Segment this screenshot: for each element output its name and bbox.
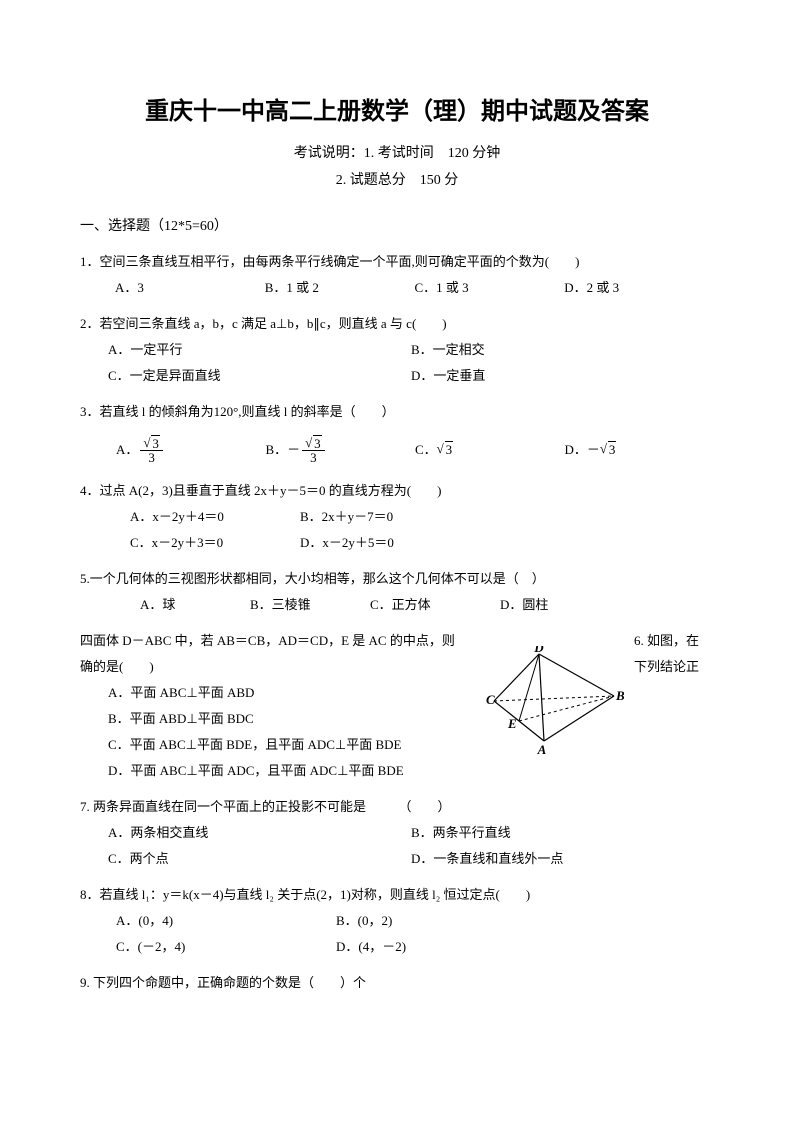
question-8: 8．若直线 l₁：y＝k(x－4)与直线 l₂ 关于点(2，1)对称，则直线 l… (80, 882, 714, 960)
option-d: D．2 或 3 (564, 275, 714, 301)
q6-cont: 下列结论正 (634, 654, 714, 680)
exam-info-1: 考试说明：1. 考试时间 120 分钟 (80, 141, 714, 166)
option-d: D．(4，－2) (336, 934, 714, 960)
question-6: 6. 如图，在 四面体 D－ABC 中，若 AB＝CB，AD＝CD，E 是 AC… (80, 628, 714, 784)
option-a: A．球 (140, 592, 250, 618)
option-a: A．一定平行 (108, 337, 411, 363)
option-c: C．x－2y＋3＝0 (130, 530, 300, 556)
option-d: D．x－2y＋5＝0 (300, 530, 714, 556)
option-b: B．2x＋y－7＝0 (300, 504, 714, 530)
option-c: C．两个点 (108, 846, 411, 872)
option-b: B．－33 (266, 437, 416, 464)
question-9: 9. 下列四个命题中，正确命题的个数是（ ）个 (80, 970, 714, 996)
option-c: C．(－2，4) (116, 934, 336, 960)
question-text: 2．若空间三条直线 a，b，c 满足 a⊥b，b∥c，则直线 a 与 c( ) (80, 311, 714, 337)
option-a: A．两条相交直线 (108, 820, 411, 846)
option-b: B．三棱锥 (250, 592, 370, 618)
option-d: D．圆柱 (500, 592, 714, 618)
tetrahedron-diagram: D C B A E (484, 646, 624, 765)
option-c: C．一定是异面直线 (108, 363, 411, 389)
option-a: A．x－2y＋4＝0 (130, 504, 300, 530)
question-text: 7. 两条异面直线在同一个平面上的正投影不可能是 （ ） (80, 794, 714, 820)
question-text: 1．空间三条直线互相平行，由每两条平行线确定一个平面,则可确定平面的个数为( ) (80, 249, 714, 275)
option-b: B．一定相交 (411, 337, 714, 363)
question-7: 7. 两条异面直线在同一个平面上的正投影不可能是 （ ） A．两条相交直线 B．… (80, 794, 714, 872)
svg-text:A: A (537, 742, 547, 756)
question-text: 3．若直线 l 的倾斜角为120°,则直线 l 的斜率是（ ） (80, 399, 714, 425)
svg-text:E: E (507, 716, 517, 731)
option-d: D．－3 (565, 437, 715, 463)
question-2: 2．若空间三条直线 a，b，c 满足 a⊥b，b∥c，则直线 a 与 c( ) … (80, 311, 714, 389)
page-title: 重庆十一中高二上册数学（理）期中试题及答案 (80, 90, 714, 133)
option-d: D．一定垂直 (411, 363, 714, 389)
option-c: C．正方体 (370, 592, 500, 618)
option-c: C．1 或 3 (415, 275, 565, 301)
q6-lead: 6. 如图，在 (634, 628, 714, 654)
question-4: 4．过点 A(2，3)且垂直于直线 2x＋y－5＝0 的直线方程为( ) A．x… (80, 478, 714, 556)
svg-text:B: B (615, 688, 624, 703)
exam-info-2: 2. 试题总分 150 分 (80, 168, 714, 193)
svg-text:D: D (533, 646, 544, 655)
question-text: 9. 下列四个命题中，正确命题的个数是（ ）个 (80, 970, 714, 996)
question-text: 4．过点 A(2，3)且垂直于直线 2x＋y－5＝0 的直线方程为( ) (80, 478, 714, 504)
question-text: 8．若直线 l₁：y＝k(x－4)与直线 l₂ 关于点(2，1)对称，则直线 l… (80, 882, 714, 908)
question-3: 3．若直线 l 的倾斜角为120°,则直线 l 的斜率是（ ） A．33 B．－… (80, 399, 714, 464)
option-c: C．3 (415, 437, 565, 463)
question-1: 1．空间三条直线互相平行，由每两条平行线确定一个平面,则可确定平面的个数为( )… (80, 249, 714, 301)
option-a: A．33 (116, 437, 266, 464)
svg-text:C: C (486, 692, 495, 707)
option-b: B．1 或 2 (265, 275, 415, 301)
option-b: B．(0，2) (336, 908, 714, 934)
question-text-1: 四面体 D－ABC 中，若 AB＝CB，AD＝CD，E 是 AC 的中点，则 (80, 633, 455, 648)
option-a: A．3 (115, 275, 265, 301)
option-a: A．(0，4) (116, 908, 336, 934)
section-header: 一、选择题（12*5=60） (80, 214, 714, 239)
question-text: 5.一个几何体的三视图形状都相同，大小均相等，那么这个几何体不可以是（ ） (80, 566, 714, 592)
question-5: 5.一个几何体的三视图形状都相同，大小均相等，那么这个几何体不可以是（ ） A．… (80, 566, 714, 618)
option-b: B．两条平行直线 (411, 820, 714, 846)
option-d: D．一条直线和直线外一点 (411, 846, 714, 872)
